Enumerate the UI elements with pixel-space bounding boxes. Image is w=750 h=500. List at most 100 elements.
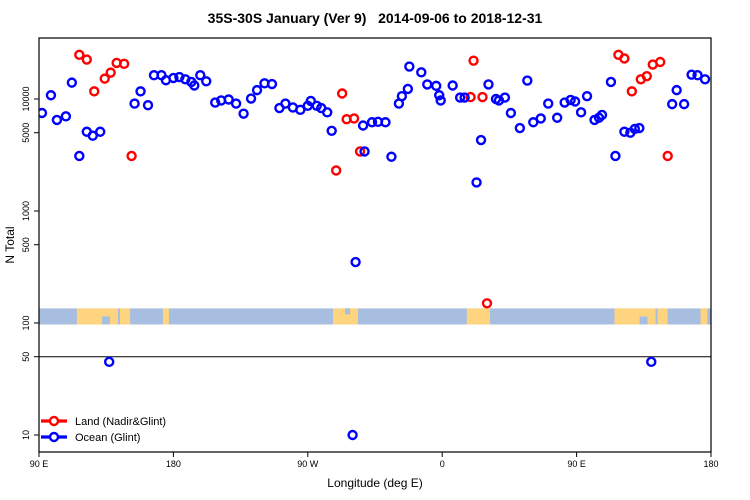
y-tick-label: 100: [21, 315, 31, 330]
land-point: [465, 91, 476, 103]
y-tick-label: 10000: [21, 86, 31, 111]
land-point: [336, 88, 348, 99]
ocean-point: [514, 122, 526, 134]
ocean-point: [359, 146, 370, 157]
ocean-point: [357, 120, 369, 131]
land-point: [662, 150, 673, 162]
land-point: [330, 165, 342, 176]
y-axis-title: N Total: [3, 226, 17, 263]
ocean-point: [671, 84, 682, 96]
land-band-segment: [119, 308, 131, 325]
ocean-point: [431, 80, 442, 92]
x-tick-label: 90 E: [567, 459, 586, 469]
ocean-point: [634, 122, 645, 134]
land-band-segment: [466, 308, 490, 325]
ocean-point: [686, 69, 697, 80]
land-point: [105, 67, 116, 78]
ocean-point: [326, 125, 337, 137]
ocean-point: [522, 75, 533, 86]
ocean-point: [459, 92, 470, 103]
ocean-point: [87, 130, 98, 141]
ocean-point: [103, 356, 115, 368]
ocean-point: [245, 93, 257, 104]
land-point: [99, 73, 110, 84]
land-point: [354, 146, 366, 157]
ocean-notch: [344, 308, 351, 315]
land-point: [619, 53, 630, 64]
data-points-layer: [39, 49, 711, 441]
land-point: [481, 298, 493, 309]
ocean-point: [692, 70, 703, 81]
land-point: [89, 86, 100, 97]
ocean-point: [66, 77, 78, 88]
ocean-point: [569, 96, 581, 107]
legend: Land (Nadir&Glint) Ocean (Glint): [41, 415, 166, 444]
ocean-point: [596, 109, 608, 121]
ocean-point: [266, 78, 278, 90]
ocean-point: [610, 150, 621, 162]
ocean-point: [499, 92, 511, 103]
land-band-segment: [657, 308, 668, 325]
ocean-point: [619, 126, 630, 137]
legend-label: Ocean (Glint): [75, 432, 140, 444]
x-tick-label: 180: [703, 459, 718, 469]
ocean-point: [447, 80, 458, 91]
ocean-series: [39, 61, 711, 441]
land-point: [118, 58, 130, 70]
ocean-point: [201, 76, 212, 87]
ocean-point: [39, 107, 48, 119]
land-point: [81, 54, 92, 65]
y-tick-label: 500: [21, 237, 31, 252]
ocean-point: [366, 117, 378, 128]
land-band-segment: [76, 308, 103, 325]
ocean-point: [471, 177, 482, 188]
ocean-point: [322, 107, 333, 118]
land-point: [477, 91, 488, 103]
ocean-point: [280, 98, 291, 109]
ocean-point: [51, 114, 63, 126]
ocean-point: [666, 98, 678, 110]
land-series: [74, 49, 673, 309]
ocean-point: [605, 76, 617, 88]
ocean-point: [404, 61, 415, 72]
land-band-segment: [333, 308, 358, 325]
land-point: [655, 56, 666, 68]
ocean-point: [142, 100, 154, 111]
ocean-point: [350, 256, 361, 268]
ocean-point: [402, 83, 414, 95]
ocean-point: [551, 112, 563, 123]
land-point: [468, 55, 479, 66]
y-tick-label: 1000: [21, 201, 31, 221]
ocean-point: [295, 104, 306, 116]
y-tick-label: 10: [21, 430, 31, 440]
ocean-point: [129, 98, 140, 109]
ocean-point: [543, 98, 554, 109]
ocean-point: [393, 98, 405, 109]
legend-marker: [48, 431, 60, 443]
ocean-point: [483, 79, 494, 90]
ocean-point: [422, 79, 433, 90]
y-tick-label: 5000: [21, 123, 31, 143]
ocean-point: [251, 84, 263, 96]
land-band-segment: [647, 308, 656, 325]
x-tick-label: 180: [166, 459, 181, 469]
x-tick-label: 90 E: [30, 459, 49, 469]
coastline-band: [39, 308, 711, 325]
ocean-point: [535, 113, 546, 124]
plot-box: [38, 37, 712, 453]
ocean-point: [581, 90, 593, 102]
x-tick-label: 0: [440, 459, 445, 469]
ocean-point: [699, 74, 711, 85]
ocean-point: [195, 70, 206, 81]
x-tick-label: 90 W: [297, 459, 319, 469]
ocean-point: [386, 151, 397, 162]
ocean-point: [434, 90, 445, 101]
ocean-point: [135, 86, 146, 97]
ocean-point: [347, 429, 358, 441]
ocean-point: [45, 90, 57, 101]
ocean-point: [189, 80, 200, 91]
ocean-point: [575, 107, 587, 118]
ocean-point: [238, 108, 249, 119]
land-point: [626, 86, 638, 97]
